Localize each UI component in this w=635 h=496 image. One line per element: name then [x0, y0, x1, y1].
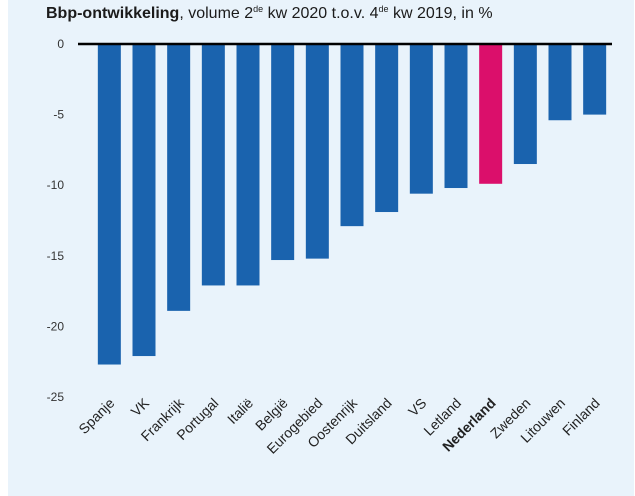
chart-title: Bbp-ontwikkeling, volume 2de kw 2020 t.o…: [46, 4, 493, 22]
bar: [583, 44, 607, 115]
y-tick-label: 0: [57, 37, 64, 51]
y-tick-label: -15: [47, 249, 65, 263]
bar: [236, 44, 260, 286]
y-tick-label: -5: [53, 108, 64, 122]
bar: [305, 44, 329, 259]
bar: [444, 44, 468, 189]
bar: [340, 44, 364, 227]
y-tick-label: -10: [47, 178, 65, 192]
bar: [271, 44, 295, 261]
y-tick-label: -20: [47, 319, 65, 333]
bar: [97, 44, 121, 365]
y-tick-label: -25: [47, 390, 65, 404]
bar: [375, 44, 399, 213]
bar: [132, 44, 156, 357]
bar: [548, 44, 572, 121]
bar: [409, 44, 433, 194]
bar: [479, 44, 503, 184]
bar: [201, 44, 225, 286]
category-label: Finland: [559, 395, 603, 439]
category-label: Spanje: [75, 395, 117, 437]
category-label: VS: [405, 395, 430, 420]
bar: [513, 44, 537, 165]
bar: [167, 44, 191, 311]
category-label: VK: [128, 394, 153, 419]
